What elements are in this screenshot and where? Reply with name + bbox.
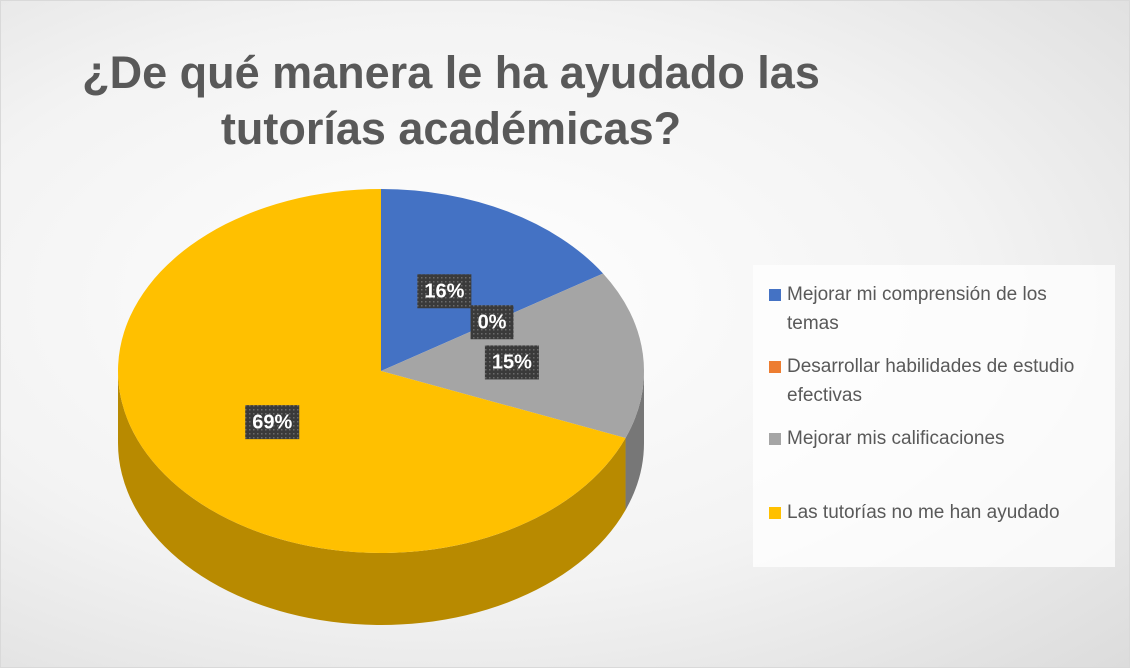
legend-swatch: [769, 507, 781, 519]
legend-item: Las tutorías no me han ayudado: [769, 498, 1099, 527]
legend-item: Desarrollar habilidades de estudio efect…: [769, 352, 1099, 410]
legend-label: Las tutorías no me han ayudado: [787, 502, 1060, 523]
slice: [381, 189, 604, 371]
legend-swatch: [769, 433, 781, 445]
data-label-box: [484, 345, 539, 380]
data-label-box: [470, 305, 514, 340]
slice-side: [625, 371, 644, 510]
slice: [117, 189, 626, 553]
legend-item: Mejorar mis calificaciones: [769, 424, 1099, 453]
legend-swatch: [769, 289, 781, 301]
data-label-box: [417, 274, 472, 309]
data-label: 15%: [492, 352, 532, 374]
legend-swatch: [769, 361, 781, 373]
legend-item: Mejorar mi comprensión de los temas: [769, 280, 1099, 338]
legend-label: Desarrollar habilidades de estudio efect…: [787, 356, 1075, 406]
legend-label: Mejorar mi comprensión de los temas: [787, 284, 1047, 334]
legend-label: Mejorar mis calificaciones: [787, 428, 1005, 449]
data-label: 16%: [424, 281, 464, 303]
data-label: 69%: [252, 411, 292, 433]
chart-title: ¿De qué manera le ha ayudado las tutoría…: [82, 47, 820, 154]
legend: Mejorar mi comprensión de los temas Desar…: [753, 265, 1115, 567]
slice-side: [118, 371, 626, 625]
data-label: 0%: [478, 312, 507, 334]
data-label-box: [245, 405, 300, 440]
